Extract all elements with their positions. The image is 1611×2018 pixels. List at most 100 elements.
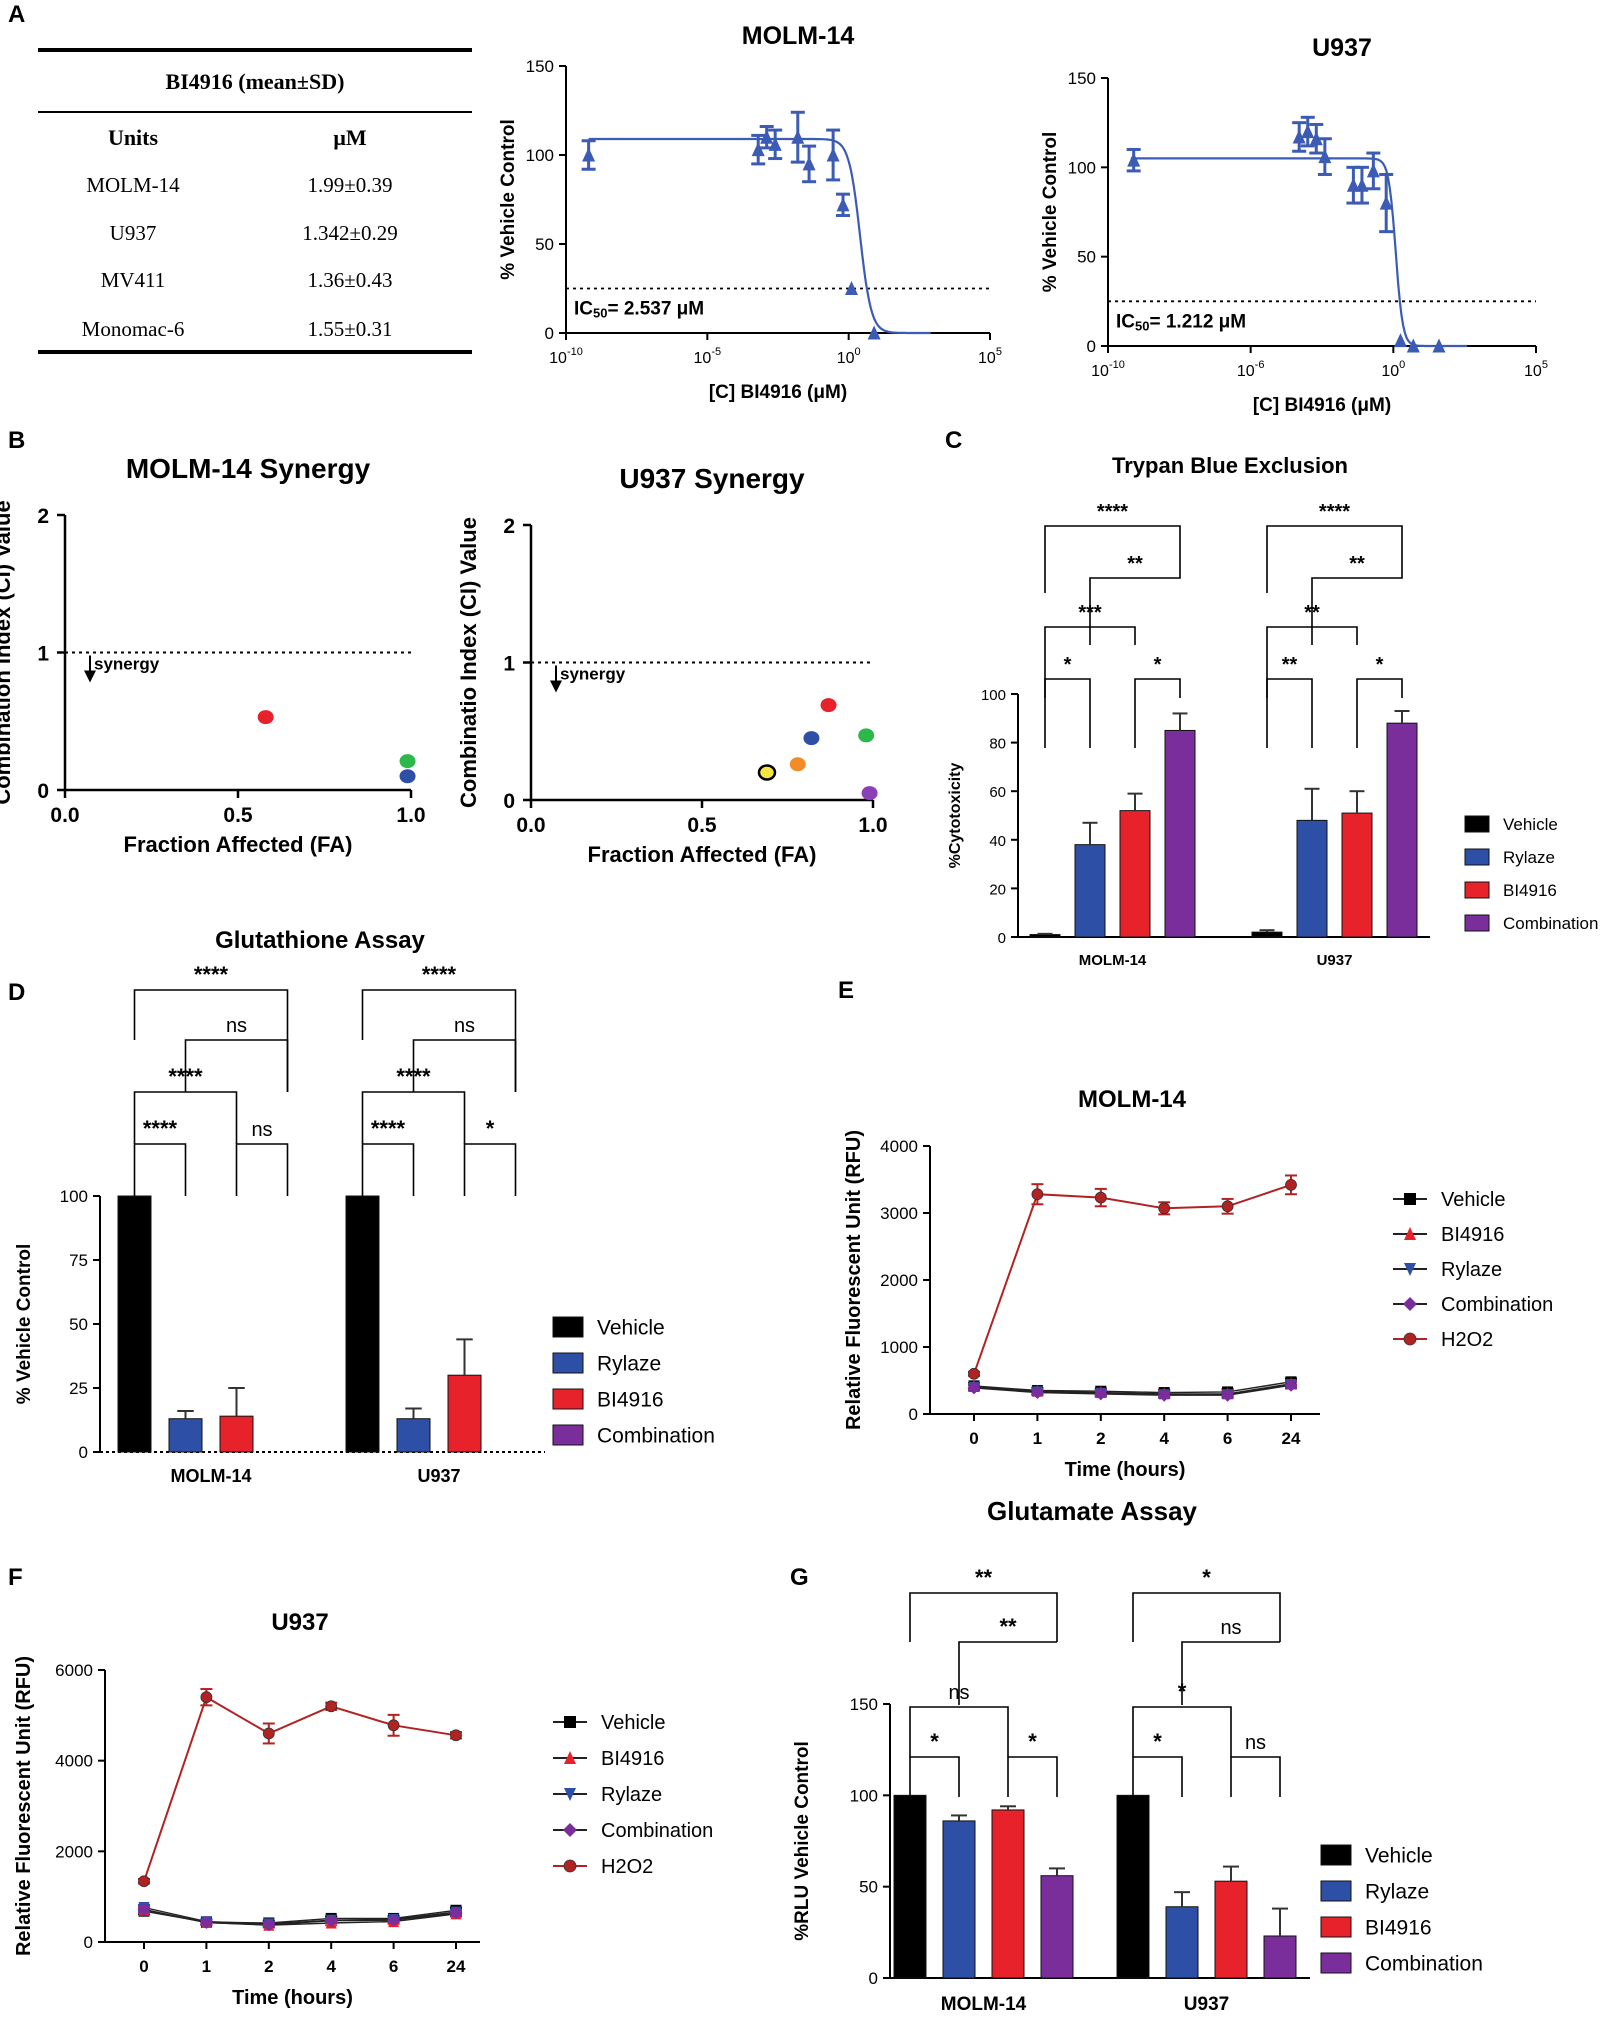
- trypan-blue-chart: Trypan Blue Exclusion 0 20 40 60 80 100 %Cytoto…: [947, 453, 1598, 969]
- bar: [1074, 844, 1106, 938]
- significance-label: ****: [194, 962, 229, 987]
- y-tick-label: 100: [1068, 158, 1096, 177]
- significance-label: ns: [1220, 1617, 1241, 1639]
- y-tick-label: 50: [535, 235, 554, 254]
- table-cell: 1.36±0.43: [307, 268, 392, 292]
- legend-marker: [1403, 1297, 1417, 1311]
- data-point: [1406, 338, 1420, 353]
- significance-label: ***: [1078, 602, 1102, 624]
- data-point: [1221, 1388, 1235, 1402]
- y-axis-label: % Vehicle Control: [498, 119, 519, 279]
- legend-label: H2O2: [1441, 1329, 1493, 1351]
- ci-point: [757, 764, 777, 781]
- category-label: MOLM-14: [1079, 952, 1147, 969]
- y-tick-label: 0: [79, 1443, 88, 1462]
- significance-label: *: [1028, 1729, 1037, 1754]
- synergy-chart-molm14: MOLM-14 Synergy 0 1 2 0.0 0.5 1.0 Fraction Affe…: [0, 453, 426, 857]
- x-tick-label: 4: [1159, 1429, 1169, 1448]
- significance-bracket: [1044, 525, 1181, 593]
- bar: [345, 1195, 380, 1453]
- legend-label: BI4916: [601, 1748, 664, 1770]
- legend-label: Rylaze: [1503, 848, 1555, 867]
- significance-bracket: [1311, 560, 1403, 645]
- y-tick-label: 2: [37, 505, 49, 528]
- category-label: MOLM-14: [171, 1466, 252, 1486]
- data-point: [262, 1918, 276, 1932]
- table-cell: 1.99±0.39: [307, 173, 392, 197]
- legend-label: Combination: [601, 1820, 713, 1842]
- ic50-annotation: IC50= 2.537 μM: [574, 299, 704, 321]
- category-label: U937: [1184, 1994, 1229, 2015]
- x-tick-label: 105: [978, 346, 1002, 367]
- ci-point: [257, 710, 274, 725]
- significance-label: *: [1064, 654, 1072, 676]
- significance-bracket: [1132, 1592, 1281, 1642]
- x-tick-label: 10-6: [1237, 359, 1265, 380]
- data-point: [450, 1729, 462, 1742]
- significance-bracket: [1134, 678, 1181, 748]
- significance-label: *: [1178, 1679, 1187, 1704]
- ci-point: [820, 698, 837, 713]
- glutathione-chart: Glutathione Assay 0 25 50 75 100 % Vehicle Con…: [14, 927, 715, 1486]
- legend-label: Vehicle: [1503, 815, 1558, 834]
- table-cell: Monomac-6: [82, 317, 185, 341]
- data-point: [1292, 129, 1306, 144]
- synergy-chart-u937: U937 Synergy 0 1 2 0.0 0.5 1.0 Fraction Affecte…: [456, 463, 888, 867]
- legend-label: Vehicle: [597, 1316, 665, 1339]
- x-tick-label: 2: [1096, 1429, 1105, 1448]
- data-point: [1355, 177, 1369, 192]
- legend-marker: [564, 1751, 576, 1764]
- chart-title: U937 Synergy: [619, 463, 805, 494]
- series-line: [973, 1384, 1292, 1396]
- synergy-label: synergy: [94, 655, 160, 674]
- y-tick-label: 2: [503, 515, 515, 538]
- y-tick-label: 4000: [880, 1137, 918, 1156]
- significance-label: ns: [948, 1682, 969, 1704]
- ci-point: [861, 786, 878, 801]
- y-tick-label: 0: [1087, 337, 1096, 356]
- y-axis-label: Combination Index (CI) Value: [0, 500, 15, 804]
- y-tick-label: 2000: [55, 1842, 93, 1861]
- data-point: [387, 1913, 401, 1927]
- y-tick-label: 40: [989, 833, 1006, 850]
- significance-label: ****: [1097, 501, 1128, 523]
- significance-bracket: [412, 1039, 517, 1092]
- x-tick-label: 0.0: [516, 814, 545, 837]
- x-tick-label: 0.0: [50, 804, 79, 827]
- data-point: [1031, 1188, 1044, 1201]
- x-tick-label: 10-10: [1091, 359, 1125, 380]
- y-tick-label: 75: [69, 1251, 88, 1270]
- data-point: [867, 325, 881, 340]
- legend-swatch: [552, 1388, 584, 1410]
- legend-label: Combination: [1503, 914, 1598, 933]
- significance-label: ****: [371, 1116, 406, 1141]
- significance-bracket: [1266, 525, 1403, 593]
- x-axis-label: Fraction Affected (FA): [124, 832, 353, 857]
- panel-label-b: B: [8, 427, 25, 454]
- data-point: [1158, 1202, 1171, 1215]
- significance-label: *: [1153, 1729, 1162, 1754]
- x-tick-label: 4: [326, 1957, 336, 1976]
- y-tick-label: 25: [69, 1379, 88, 1398]
- bar: [447, 1374, 482, 1453]
- x-tick-label: 1.0: [858, 814, 887, 837]
- legend-label: BI4916: [1503, 881, 1557, 900]
- legend-swatch: [1320, 1844, 1352, 1866]
- data-point: [768, 136, 782, 151]
- data-point: [1030, 1386, 1044, 1400]
- legend-label: Rylaze: [1365, 1880, 1429, 1903]
- series-line: [143, 1909, 457, 1924]
- x-tick-label: 100: [837, 346, 861, 367]
- legend-label: Vehicle: [1365, 1844, 1433, 1867]
- y-tick-label: 50: [1077, 248, 1096, 267]
- significance-label: **: [1282, 654, 1298, 676]
- series-line: [143, 1695, 457, 1882]
- bar: [396, 1418, 431, 1453]
- table-cell: 1.342±0.29: [302, 221, 398, 245]
- data-point: [1284, 1378, 1298, 1392]
- significance-label: *: [1376, 654, 1384, 676]
- x-axis-label: Fraction Affected (FA): [588, 842, 817, 867]
- significance-bracket: [361, 989, 517, 1092]
- dose-response-chart-molm14: MOLM-14 0 50 100 150 10-10 10-5 100 105 [C] BI491…: [498, 22, 1002, 403]
- glutamate-chart: Glutamate Assay 0 50 100 150 %RLU Vehicle Con…: [792, 1496, 1483, 2015]
